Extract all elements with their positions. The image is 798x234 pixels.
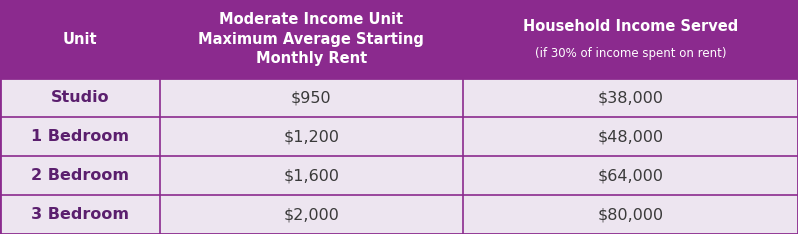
Text: 3 Bedroom: 3 Bedroom [31,207,128,222]
Text: 2 Bedroom: 2 Bedroom [31,168,128,183]
Bar [463,0,798,78]
Text: $80,000: $80,000 [598,207,663,222]
Text: Moderate Income Unit
Maximum Average Starting
Monthly Rent: Moderate Income Unit Maximum Average Sta… [198,12,425,66]
Bar [0,195,160,234]
Text: $1,200: $1,200 [283,129,339,144]
Text: (if 30% of income spent on rent): (if 30% of income spent on rent) [535,47,726,60]
Text: Household Income Served: Household Income Served [523,19,738,34]
Bar [0,78,160,117]
Text: $64,000: $64,000 [598,168,663,183]
Text: $950: $950 [291,90,331,105]
Bar [0,0,160,78]
Text: Studio: Studio [50,90,109,105]
Text: $38,000: $38,000 [598,90,663,105]
Text: Unit: Unit [62,32,97,47]
Bar [463,156,798,195]
Bar [0,117,160,156]
Bar [160,0,463,78]
Text: 1 Bedroom: 1 Bedroom [31,129,128,144]
Bar [463,78,798,117]
Bar [463,195,798,234]
Text: $2,000: $2,000 [283,207,339,222]
Bar [160,156,463,195]
Text: $1,600: $1,600 [283,168,339,183]
Bar [463,117,798,156]
Bar [0,156,160,195]
Bar [160,78,463,117]
Bar [160,195,463,234]
Bar [160,117,463,156]
Text: $48,000: $48,000 [598,129,663,144]
